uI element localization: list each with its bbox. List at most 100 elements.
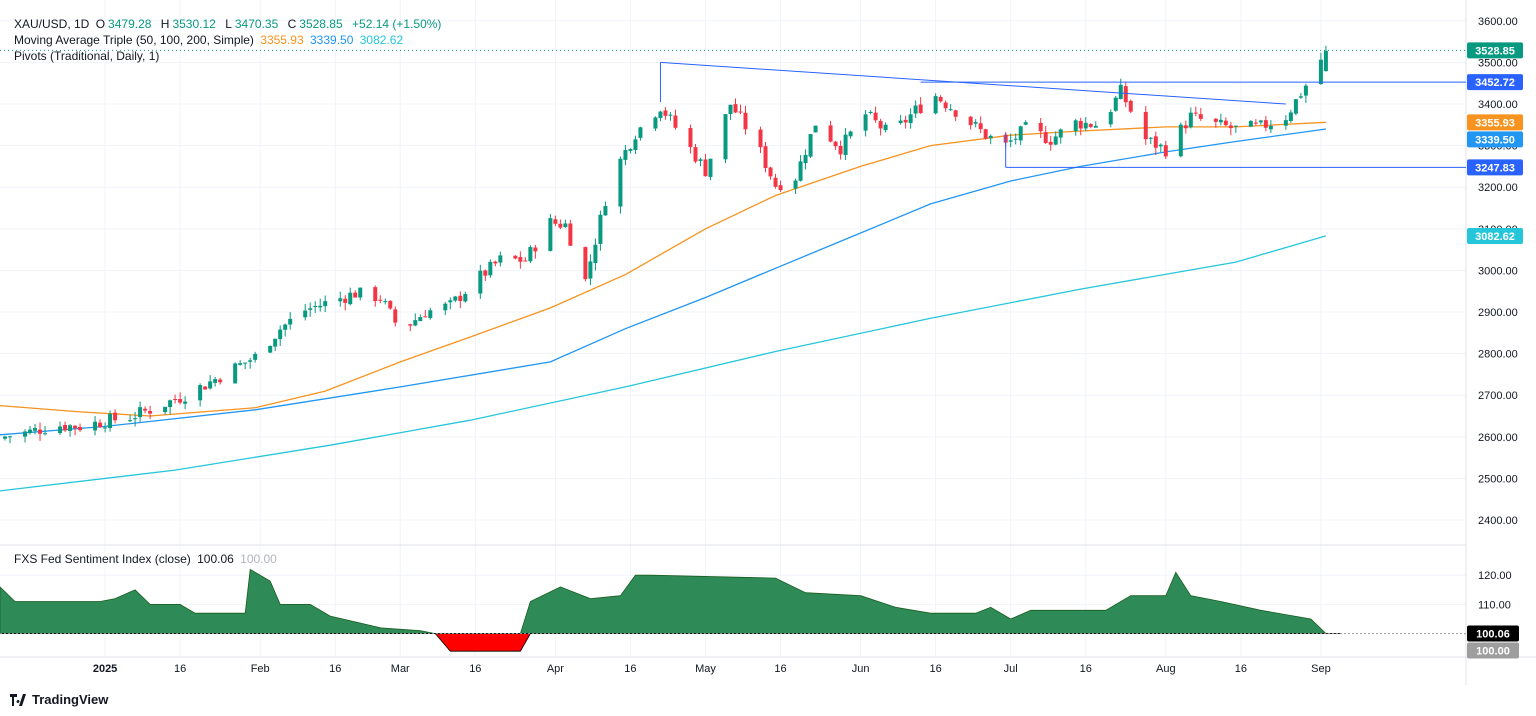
candle-body[interactable] (408, 324, 413, 326)
candle-body[interactable] (1228, 125, 1233, 129)
candle-body[interactable] (1093, 125, 1098, 128)
tradingview-logo[interactable]: TradingView (10, 692, 108, 707)
candle-body[interactable] (763, 146, 768, 168)
candle-body[interactable] (1123, 86, 1128, 103)
candle-body[interactable] (1023, 122, 1028, 125)
candle-body[interactable] (638, 127, 643, 138)
candle-body[interactable] (273, 338, 278, 347)
price-axis[interactable]: 2400.00 2500.00 2600.00 2700.00 2800.00 2900.… (1478, 16, 1518, 527)
candle-body[interactable] (738, 111, 743, 113)
candle-body[interactable] (113, 412, 118, 421)
candle-body[interactable] (983, 129, 988, 139)
candle-body[interactable] (558, 223, 563, 228)
candle-body[interactable] (1253, 122, 1258, 124)
candle-body[interactable] (878, 121, 883, 129)
candle-body[interactable] (903, 119, 908, 123)
candle-body[interactable] (533, 247, 538, 252)
candle-body[interactable] (988, 135, 993, 139)
candle-body[interactable] (313, 305, 318, 307)
candle-body[interactable] (593, 244, 598, 264)
candle-body[interactable] (658, 111, 663, 118)
candle-body[interactable] (493, 261, 498, 264)
candle-body[interactable] (1298, 96, 1303, 98)
candle-body[interactable] (1288, 112, 1293, 122)
candle-body[interactable] (1213, 118, 1218, 122)
candle-body[interactable] (1113, 97, 1118, 111)
candle-body[interactable] (968, 116, 973, 126)
candle-body[interactable] (1088, 124, 1093, 127)
candle-body[interactable] (848, 131, 853, 137)
candle-body[interactable] (953, 110, 958, 117)
candle-body[interactable] (838, 145, 843, 155)
ma-legend[interactable]: Moving Average Triple (50, 100, 200, Sim… (14, 33, 406, 47)
candle-body[interactable] (1083, 122, 1088, 129)
candle-body[interactable] (1263, 120, 1268, 128)
candle-body[interactable] (1058, 129, 1063, 138)
candle-body[interactable] (458, 295, 463, 301)
candle-body[interactable] (663, 110, 668, 116)
candle-body[interactable] (868, 111, 873, 114)
candle-body[interactable] (863, 114, 868, 131)
candlesticks[interactable] (3, 45, 1328, 444)
candle-body[interactable] (1048, 141, 1053, 145)
candle-body[interactable] (128, 420, 133, 422)
candle-body[interactable] (308, 308, 313, 310)
candle-body[interactable] (843, 134, 848, 156)
candle-body[interactable] (453, 296, 458, 301)
candle-body[interactable] (378, 299, 383, 301)
candle-body[interactable] (23, 431, 28, 437)
candle-body[interactable] (653, 117, 658, 129)
candle-body[interactable] (743, 112, 748, 130)
indicator-legend[interactable]: FXS Fed Sentiment Index (close) 100.06 1… (14, 552, 280, 566)
candle-body[interactable] (183, 401, 188, 404)
candle-body[interactable] (288, 318, 293, 325)
candle-body[interactable] (418, 317, 423, 322)
candle-body[interactable] (208, 381, 213, 389)
candle-body[interactable] (338, 298, 343, 302)
candle-body[interactable] (1233, 125, 1238, 127)
candle-body[interactable] (813, 125, 818, 133)
candle-body[interactable] (803, 154, 808, 164)
candle-body[interactable] (978, 123, 983, 130)
candle-body[interactable] (143, 408, 148, 411)
candle-body[interactable] (303, 310, 308, 318)
candle-body[interactable] (1323, 50, 1328, 72)
candle-body[interactable] (1293, 99, 1298, 114)
candle-body[interactable] (483, 270, 488, 276)
candle-body[interactable] (768, 167, 773, 177)
candle-body[interactable] (898, 120, 903, 124)
candle-body[interactable] (1018, 126, 1023, 141)
indicator-axis[interactable]: 110.00 120.00 (1478, 570, 1512, 611)
candle-body[interactable] (1218, 119, 1223, 123)
candle-body[interactable] (623, 150, 628, 160)
candle-body[interactable] (373, 287, 378, 302)
trendlines[interactable] (659, 61, 1466, 168)
candle-body[interactable] (268, 345, 273, 353)
time-axis[interactable]: 2025 16 Feb 16 Mar 16 Apr 16 May 16 Jun 16 Jul 16 Aug 1… (93, 663, 1331, 675)
candle-body[interactable] (908, 114, 913, 124)
symbol-legend[interactable]: XAU/USD, 1D O 3479.28 H 3530.12 L 3470.35 C… (14, 17, 444, 31)
candle-body[interactable] (1178, 124, 1183, 157)
candle-body[interactable] (233, 363, 238, 384)
candle-body[interactable] (498, 255, 503, 263)
candle-body[interactable] (243, 362, 248, 364)
candle-body[interactable] (463, 293, 468, 302)
candle-body[interactable] (588, 261, 593, 279)
candle-body[interactable] (33, 428, 38, 431)
candle-body[interactable] (448, 300, 453, 303)
candle-body[interactable] (1108, 112, 1113, 125)
candle-body[interactable] (528, 247, 533, 262)
candle-body[interactable] (1158, 144, 1163, 147)
candle-body[interactable] (28, 429, 33, 433)
candle-body[interactable] (343, 298, 348, 303)
candle-body[interactable] (1148, 137, 1153, 139)
candle-body[interactable] (1188, 112, 1193, 128)
candle-body[interactable] (353, 292, 358, 298)
candle-body[interactable] (323, 301, 328, 307)
candle-body[interactable] (348, 292, 353, 305)
candle-body[interactable] (1038, 122, 1043, 132)
candle-body[interactable] (1248, 121, 1253, 127)
candle-body[interactable] (1193, 112, 1198, 114)
candle-body[interactable] (553, 219, 558, 224)
